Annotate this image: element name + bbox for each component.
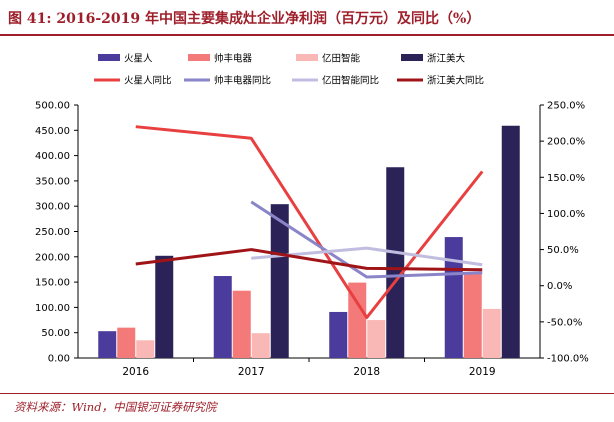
right-axis-tick-label: 200.0% [547,137,585,148]
legend-label: 亿田智能 [322,53,361,65]
left-axis-tick-label: 250.00 [35,227,70,238]
legend-swatch [98,54,120,61]
left-axis-tick-label: 350.00 [35,176,70,187]
legend-label: 火星人同比 [124,75,172,87]
series-line [135,248,483,272]
bar [251,333,270,358]
bar [329,311,348,358]
series-line [250,200,483,279]
x-axis-tick-label: 2017 [238,366,265,378]
bar [348,282,367,358]
right-axis-tick-label: -100.0% [547,354,589,365]
lines [135,125,484,320]
x-axis-tick-label: 2019 [469,366,496,378]
figure-title-bar: 图 41: 2016-2019 年中国主要集成灶企业净利润（百万元）及同比（%） [0,0,614,36]
legend-label: 亿田智能同比 [322,75,379,87]
left-axis-tick-label: 100.00 [35,303,70,314]
source-note: 资料来源：Wind，中国银河证券研究院 [14,400,217,414]
right-axis-tick-label: 250.0% [547,101,585,112]
right-axis-tick-label: 0.0% [547,281,572,292]
bar [367,320,386,358]
series-line [135,125,484,320]
bar [117,327,136,358]
bar [155,255,174,358]
legend-label: 帅丰电器同比 [214,75,271,87]
bar [482,308,501,358]
bar [270,204,289,358]
legend-label: 火星人 [124,54,153,65]
bar [136,340,155,358]
left-axis-tick-label: 400.00 [35,151,70,162]
bar [463,271,482,358]
left-axis-tick-label: 200.00 [35,252,70,263]
figure-title: 图 41: 2016-2019 年中国主要集成灶企业净利润（百万元）及同比（%） [8,11,481,27]
legend-swatch [296,54,318,61]
bar [444,237,463,358]
legend-swatch [401,54,423,61]
axes: 0.00 50.00 100.00 150.00 200.00 250.00 300.00 3… [35,101,589,379]
right-axis-tick-label: 150.0% [547,173,585,184]
x-axis-tick-label: 2018 [353,366,380,378]
legend-label: 浙江美大同比 [427,75,484,87]
right-axis-tick-label: -50.0% [547,317,582,328]
bar [501,125,520,358]
bars [98,125,520,358]
left-axis-tick-label: 0.00 [48,354,70,365]
left-axis-tick-label: 450.00 [35,126,70,137]
bar [213,276,232,358]
x-axis-tick-label: 2016 [122,366,149,378]
left-axis-tick-label: 500.00 [35,101,70,112]
left-axis-tick-label: 300.00 [35,202,70,213]
legend-label: 浙江美大 [427,53,466,65]
footer-divider [0,393,614,394]
left-axis-tick-label: 150.00 [35,278,70,289]
bar [232,290,251,358]
right-axis-tick-label: 100.0% [547,209,585,220]
bar [98,331,117,358]
legend-swatch [188,54,210,61]
left-axis-tick-label: 50.00 [41,328,70,339]
bar [386,167,405,358]
legend-label: 帅丰电器 [214,53,253,65]
right-axis-tick-label: 50.0% [547,245,579,256]
